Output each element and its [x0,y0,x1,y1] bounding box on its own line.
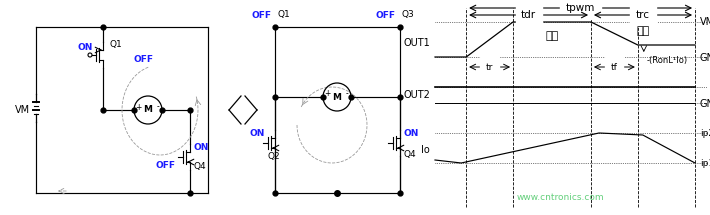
Text: VM: VM [700,17,710,27]
Text: ip2: ip2 [700,129,710,138]
Text: Io: Io [421,145,430,155]
Text: M: M [143,106,153,115]
Text: ip1: ip1 [700,158,710,167]
Text: www.cntronics.com: www.cntronics.com [516,192,604,201]
Text: tf: tf [611,63,618,72]
Text: -(RonL¹Io): -(RonL¹Io) [647,56,688,65]
Text: OFF: OFF [376,11,396,20]
Text: Q3: Q3 [402,11,415,20]
Text: Q1: Q1 [277,11,290,20]
Text: 再生: 再生 [636,26,650,37]
Text: tdr: tdr [521,10,536,20]
Text: ON: ON [194,143,209,152]
Text: Q4: Q4 [194,163,207,172]
Text: -: - [157,103,159,112]
Text: 施加: 施加 [545,32,559,41]
Text: tpwm: tpwm [566,3,595,13]
Text: M: M [332,92,342,101]
Text: -: - [346,89,349,98]
Text: +: + [135,103,141,112]
Text: OFF: OFF [156,161,176,169]
Text: GND: GND [700,53,710,63]
Text: ON: ON [404,129,420,138]
Text: Q2: Q2 [267,152,280,161]
Text: VM: VM [14,105,30,115]
Text: OUT2: OUT2 [403,90,430,100]
Text: tr: tr [486,63,493,72]
Text: OFF: OFF [133,55,153,64]
Text: +: + [324,89,330,98]
Text: Q1: Q1 [109,40,121,49]
Text: trc: trc [636,10,650,20]
Text: ON: ON [77,43,93,52]
Text: OUT1: OUT1 [403,38,430,48]
Text: OFF: OFF [251,11,271,20]
Text: ON: ON [249,129,265,138]
Text: GND: GND [700,99,710,109]
Text: Q4: Q4 [404,149,417,158]
